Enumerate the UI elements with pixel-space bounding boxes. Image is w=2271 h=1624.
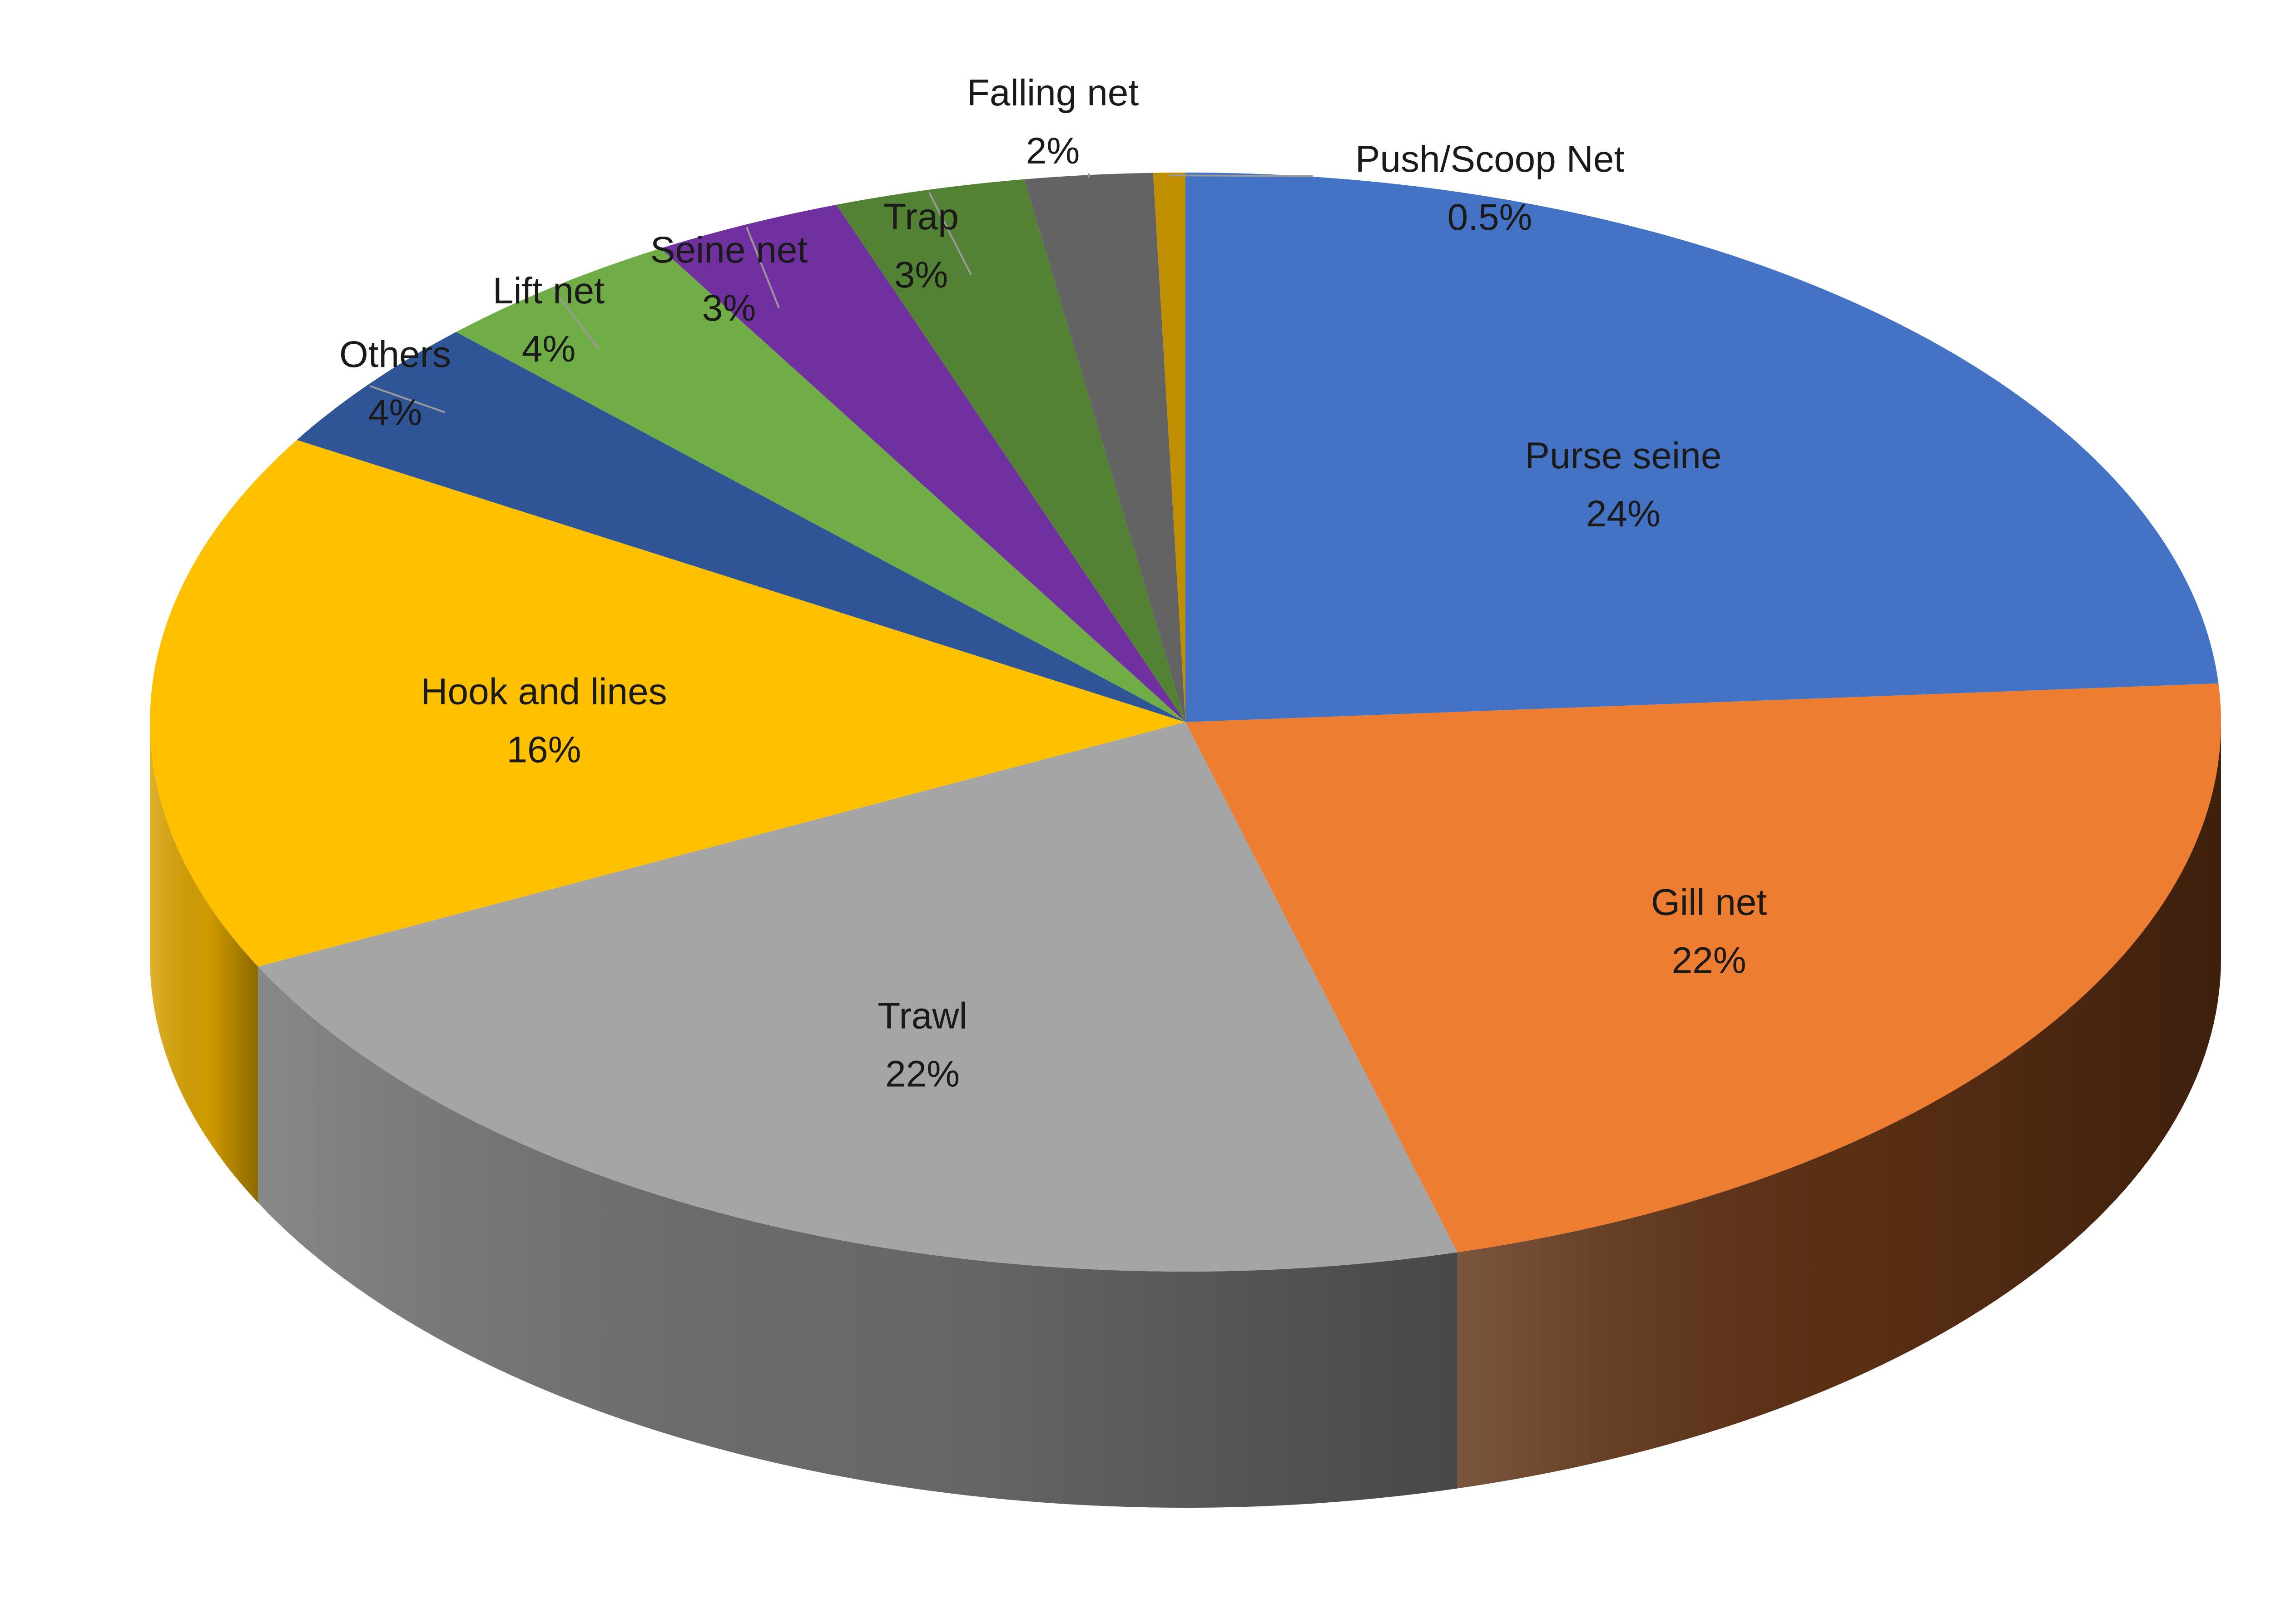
slice-category-label: Push/Scoop Net: [1355, 139, 1625, 180]
slice-percent-label: 4%: [522, 328, 576, 370]
pie-side-shade: [150, 722, 258, 1203]
slice-percent-label: 22%: [885, 1053, 960, 1094]
leader-lines: [370, 173, 1313, 413]
pie-top-faces: [150, 173, 2221, 1272]
slice-category-label: Purse seine: [1525, 435, 1721, 476]
slice-category-label: Trawl: [878, 995, 967, 1036]
leader-line-trap: [928, 192, 972, 275]
slice-percent-label: 3%: [702, 287, 756, 329]
slice-percent-label: 16%: [506, 729, 581, 771]
pie-slice-gill-net: [1185, 683, 2221, 1253]
slice-percent-label: 4%: [368, 392, 422, 433]
pie-side-shade: [1457, 722, 2221, 1489]
slice-label-lift-net: Lift net 4%: [493, 270, 605, 370]
slice-category-label: Others: [339, 334, 451, 375]
pie-slice-seine-net: [660, 204, 1185, 723]
slice-category-label: Gill net: [1651, 881, 1767, 923]
slice-percent-label: 2%: [1026, 130, 1080, 172]
slice-category-label: Falling net: [967, 72, 1139, 114]
slice-percent-label: 0.5%: [1448, 197, 1532, 238]
slice-labels: Purse seine 24% Gill net 22% Trawl 22% Hook an…: [339, 72, 1767, 1094]
slice-percent-label: 3%: [894, 254, 948, 296]
leader-line-others: [370, 385, 446, 413]
pie-side-walls: [150, 722, 2221, 1508]
slice-percent-label: 22%: [1672, 940, 1746, 981]
slice-label-purse-seine: Purse seine 24%: [1525, 435, 1721, 535]
slice-label-gill-net: Gill net 22%: [1651, 881, 1767, 981]
slice-category-label: Hook and lines: [421, 671, 667, 713]
pie-side-shade: [258, 966, 1458, 1508]
pie-slice-others: [297, 332, 1185, 722]
pie-slice-purse-seine: [1185, 173, 2219, 722]
leader-line-seine-net: [745, 227, 780, 308]
slice-category-label: Lift net: [493, 270, 605, 312]
pie-slice-falling-net: [1024, 173, 1185, 723]
pie-slice-trap: [836, 179, 1185, 722]
slice-label-hook-and-lines: Hook and lines 16%: [421, 671, 667, 771]
pie-slice-trawl: [258, 722, 1458, 1272]
slice-label-others: Others 4%: [339, 334, 451, 433]
pie-slice-push-scoop-net: [1153, 173, 1185, 722]
slice-label-falling-net: Falling net 2%: [967, 72, 1139, 172]
slice-category-label: Trap: [883, 196, 959, 238]
slice-label-trap: Trap 3%: [883, 196, 959, 296]
slice-category-label: Seine net: [650, 229, 808, 271]
leader-line-push-scoop-net: [1169, 174, 1313, 177]
slice-label-push-scoop-net: Push/Scoop Net 0.5%: [1355, 139, 1625, 238]
pie-slice-hook-and-lines: [150, 440, 1185, 967]
leader-line-falling-net: [1087, 173, 1090, 178]
leader-line-lift-net: [552, 289, 600, 350]
slice-percent-label: 24%: [1586, 493, 1661, 535]
pie-slice-lift-net: [456, 248, 1185, 722]
slice-label-trawl: Trawl 22%: [878, 995, 967, 1094]
slice-label-seine-net: Seine net 3%: [650, 229, 808, 329]
